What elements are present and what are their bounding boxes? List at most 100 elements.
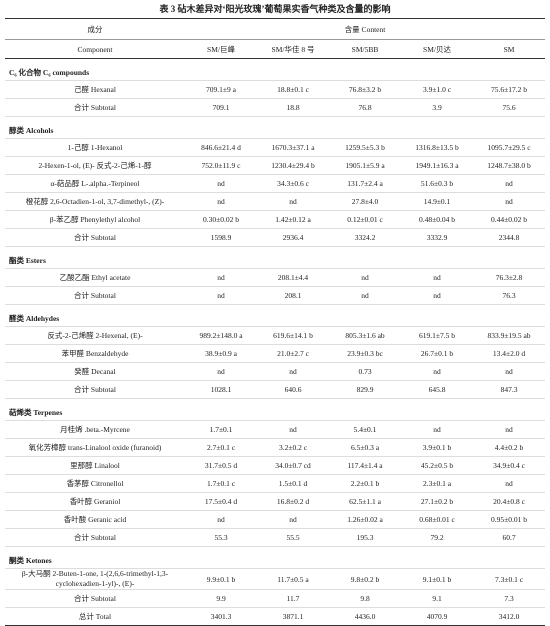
content-cell: 14.9±0.1	[401, 192, 473, 211]
content-cell: 76.3	[473, 286, 545, 305]
content-cell: 2.7±0.1 c	[185, 438, 257, 457]
content-cell: 829.9	[329, 380, 401, 399]
content-cell: 34.0±0.7 cd	[257, 456, 329, 475]
content-cell: nd	[257, 362, 329, 381]
content-cell: nd	[185, 286, 257, 305]
content-cell: 847.3	[473, 380, 545, 399]
content-cell: 195.3	[329, 528, 401, 547]
content-cell: nd	[473, 420, 545, 439]
content-cell: nd	[401, 268, 473, 287]
content-cell: 1028.1	[185, 380, 257, 399]
table-row: 癸醛 Decanal nd nd 0.73 nd nd	[5, 362, 545, 381]
content-cell: 31.7±0.5 d	[185, 456, 257, 475]
content-cell: 2.2±0.1 b	[329, 474, 401, 493]
content-cell: 208.1	[257, 286, 329, 305]
content-cell: 0.95±0.01 b	[473, 510, 545, 529]
component-name: 香茅醇 Citronellol	[5, 474, 185, 493]
content-cell: 13.4±2.0 d	[473, 344, 545, 363]
content-cell: 18.8±0.1 c	[257, 80, 329, 99]
component-name: 己醛 Hexanal	[5, 80, 185, 99]
table-row: 合计 Subtotal 1028.1 640.6 829.9 645.8 847.3	[5, 380, 545, 399]
table-row: α-萜品醇 L-.alpha.-Terpineol nd 34.3±0.6 c 131…	[5, 174, 545, 193]
content-cell: 4.4±0.2 b	[473, 438, 545, 457]
table-row: 合计 Subtotal 1598.9 2936.4 3324.2 3332.9 2344.…	[5, 228, 545, 247]
content-cell: 55.5	[257, 528, 329, 547]
content-cell: nd	[401, 420, 473, 439]
content-cell: 619.6±14.1 b	[257, 326, 329, 345]
content-cell: 38.9±0.9 a	[185, 344, 257, 363]
content-cell: 16.8±0.2 d	[257, 492, 329, 511]
content-cell: 0.68±0.01 c	[401, 510, 473, 529]
content-cell: 709.1	[185, 98, 257, 117]
section-title: 萜烯类 Terpenes	[5, 398, 545, 421]
content-cell: 76.8	[329, 98, 401, 117]
content-cell: 1.7±0.1 c	[185, 474, 257, 493]
content-cell: 1.42±0.12 a	[257, 210, 329, 229]
component-name: 总计 Total	[5, 607, 185, 626]
content-cell: 0.73	[329, 362, 401, 381]
section-row: 醇类 Alcohols	[5, 116, 545, 139]
content-cell: 0.44±0.02 b	[473, 210, 545, 229]
table-row: 合计 Subtotal 9.9 11.7 9.8 9.1 7.3	[5, 589, 545, 608]
table-row: 氧化芳樟醇 trans-Linalool oxide (furanoid) 2.7…	[5, 438, 545, 457]
content-cell: 2936.4	[257, 228, 329, 247]
content-cell: 2.3±0.1 a	[401, 474, 473, 493]
content-cell: 9.8±0.2 b	[329, 568, 401, 590]
column-header: SM/5BB	[329, 39, 401, 59]
content-cell: 117.4±1.4 a	[329, 456, 401, 475]
content-cell: 1230.4±29.4 b	[257, 156, 329, 175]
content-cell: 3324.2	[329, 228, 401, 247]
section-title: C₆ 化合物 C₆ compounds	[5, 58, 545, 81]
table-title: 表 3 砧木差异对‘阳光玫瑰’葡萄果实香气种类及含量的影响	[159, 4, 391, 14]
content-cell: 21.0±2.7 c	[257, 344, 329, 363]
content-cell: 3871.1	[257, 607, 329, 626]
content-cell: nd	[401, 362, 473, 381]
content-cell: nd	[257, 510, 329, 529]
section-row: 酯类 Esters	[5, 246, 545, 269]
table-row: 香叶酸 Geranic acid nd nd 1.26±0.02 a 0.68±0.01…	[5, 510, 545, 529]
content-cell: 9.9	[185, 589, 257, 608]
component-name: 合计 Subtotal	[5, 98, 185, 117]
content-cell: 9.9±0.1 b	[185, 568, 257, 590]
section-title: 酮类 Ketones	[5, 546, 545, 569]
content-cell: nd	[329, 286, 401, 305]
table-row: β-大马酮 2-Buten-1-one, 1-(2,6,6-trimethyl-…	[5, 568, 545, 590]
content-cell: nd	[473, 192, 545, 211]
content-cell: 1905.1±5.9 a	[329, 156, 401, 175]
content-cell: 7.3	[473, 589, 545, 608]
content-cell: 34.9±0.4 c	[473, 456, 545, 475]
column-header: SM/巨峰	[185, 39, 257, 59]
content-cell: 0.12±0.01 c	[329, 210, 401, 229]
table-row: 乙酸乙酯 Ethyl acetate nd 208.1±4.4 nd nd 76.3±2.…	[5, 268, 545, 287]
content-cell: 3412.0	[473, 607, 545, 626]
content-cell: 640.6	[257, 380, 329, 399]
column-header: SM/贝达	[401, 39, 473, 59]
content-cell: 7.3±0.1 c	[473, 568, 545, 590]
content-cell: 989.2±148.0 a	[185, 326, 257, 345]
content-cell: nd	[185, 192, 257, 211]
component-name: 香叶酸 Geranic acid	[5, 510, 185, 529]
content-cell: 18.8	[257, 98, 329, 117]
content-cell: 26.7±0.1 b	[401, 344, 473, 363]
component-name: 合计 Subtotal	[5, 228, 185, 247]
column-header: SM/华佳 8 号	[257, 39, 329, 59]
content-cell: 1670.3±37.1 a	[257, 138, 329, 157]
content-cell: nd	[257, 192, 329, 211]
content-cell: 60.7	[473, 528, 545, 547]
content-cell: 846.6±21.4 d	[185, 138, 257, 157]
component-name: 合计 Subtotal	[5, 380, 185, 399]
section-title: 酯类 Esters	[5, 246, 545, 269]
content-cell: 6.5±0.3 a	[329, 438, 401, 457]
table-row: 月桂烯 .beta.-Myrcene 1.7±0.1 nd 5.4±0.1 nd nd	[5, 420, 545, 439]
content-cell: 1.5±0.1 d	[257, 474, 329, 493]
content-cell: nd	[473, 362, 545, 381]
component-name: 合计 Subtotal	[5, 589, 185, 608]
content-cell: 79.2	[401, 528, 473, 547]
content-cell: 2344.8	[473, 228, 545, 247]
table-row: 香叶醇 Geraniol 17.5±0.4 d 16.8±0.2 d 62.5±1.1…	[5, 492, 545, 511]
component-name: 1-己醇 1-Hexanol	[5, 138, 185, 157]
content-cell: 76.3±2.8	[473, 268, 545, 287]
content-cell: 34.3±0.6 c	[257, 174, 329, 193]
content-cell: 51.6±0.3 b	[401, 174, 473, 193]
